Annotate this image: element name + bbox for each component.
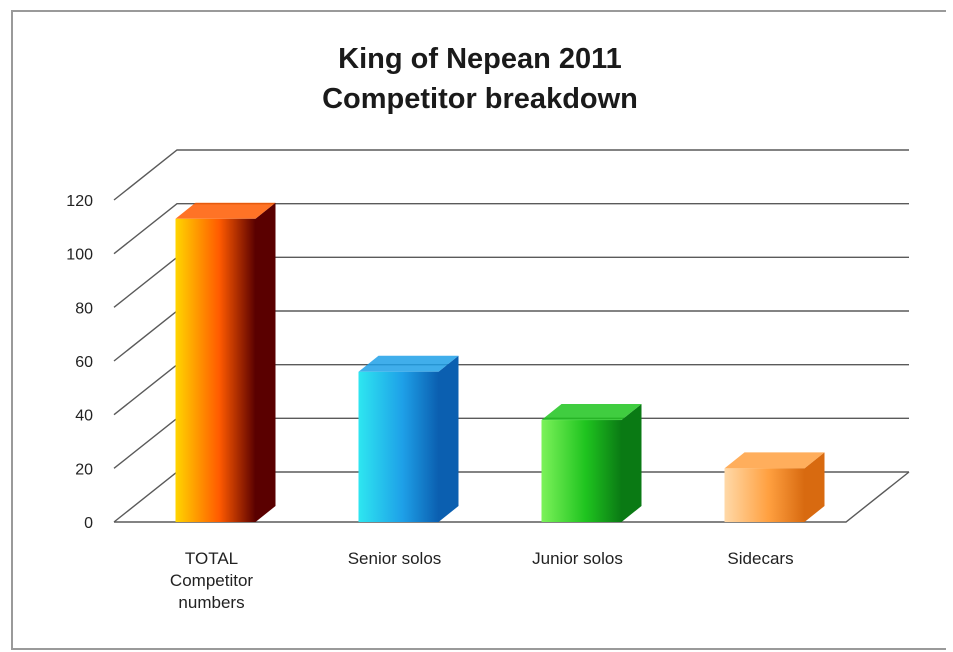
x-category-label: Junior solos (532, 549, 623, 568)
bar-side (438, 355, 459, 522)
bar-2 (541, 404, 642, 522)
chart-title-line-1: King of Nepean 2011 (338, 43, 622, 75)
y-tick-label: 100 (66, 247, 93, 264)
gridline-100 (113, 202, 909, 255)
y-tick-label: 20 (75, 461, 93, 478)
bar-0 (175, 202, 276, 523)
bar-front (541, 420, 622, 522)
bar-front (175, 218, 256, 523)
y-axis-ticks: 0 20 40 60 80 100 120 (66, 193, 93, 532)
bar-top (358, 355, 459, 372)
x-category-label: Senior solos (348, 549, 442, 568)
bars (175, 202, 825, 523)
bar-front (724, 468, 805, 522)
chart-frame: King of Nepean 2011 Competitor breakdown … (11, 10, 946, 650)
bar-front (358, 371, 439, 522)
x-axis-categories: TOTAL Competitor numbers Senior solos Junior… (170, 549, 794, 612)
bar-side (621, 404, 642, 522)
bar-1 (358, 355, 459, 522)
chart-title: King of Nepean 2011 Competitor breakdown (322, 43, 638, 115)
chart-title-line-2: Competitor breakdown (322, 83, 638, 115)
y-tick-label: 0 (84, 515, 93, 532)
y-tick-label: 40 (75, 408, 93, 425)
bar-top (541, 404, 642, 421)
y-tick-label: 60 (75, 354, 93, 371)
y-tick-label: 120 (66, 193, 93, 210)
x-category-label: Competitor (170, 571, 253, 590)
bar-top (175, 202, 276, 219)
x-category-label: TOTAL (185, 549, 238, 568)
gridline-120 (113, 149, 909, 201)
x-category-label: Sidecars (727, 549, 793, 568)
bar-side (804, 452, 825, 522)
y-tick-label: 80 (75, 300, 93, 317)
x-category-label: numbers (178, 593, 244, 612)
bar-side (255, 202, 276, 523)
bar-3 (724, 452, 825, 522)
floor-edge (114, 471, 910, 523)
bar-top (724, 452, 825, 469)
